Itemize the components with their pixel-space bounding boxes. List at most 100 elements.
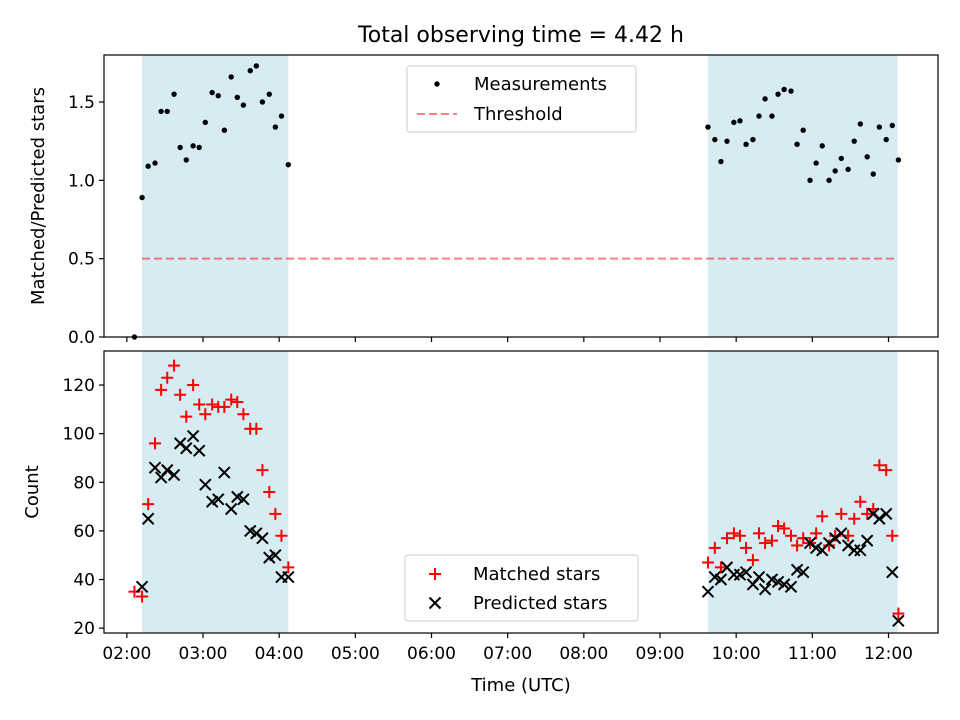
measurement-point [845, 166, 851, 173]
measurement-point [826, 177, 832, 184]
matched-star-point [180, 410, 193, 423]
top-y-ticks: 0.0 0.5 1.0 1.5 [68, 93, 104, 348]
legend-matched-glyph [429, 568, 441, 580]
matched-star-point [816, 510, 829, 523]
predicted-star-point [796, 566, 810, 579]
measurement-point [253, 63, 260, 69]
measurement-point [278, 113, 285, 119]
figure-title: Total observing time = 4.42 h [357, 23, 684, 48]
measurement-point [775, 91, 781, 97]
matched-star-points [128, 359, 905, 620]
measurement-point [215, 93, 221, 99]
bottom-legend: Matched stars Predicted stars [404, 554, 639, 622]
bottom-axes-frame [103, 350, 939, 634]
measurement-point [164, 108, 170, 115]
matched-star-point [193, 398, 206, 411]
measurement-point [807, 177, 813, 184]
x-tick-label: 07:00 [483, 644, 532, 664]
matched-star-point [263, 486, 276, 498]
measurement-point [247, 67, 253, 74]
matched-star-point [721, 532, 734, 545]
predicted-star-point [854, 544, 867, 557]
x-tick-label: 03:00 [179, 644, 228, 664]
matched-star-point [797, 532, 810, 545]
matched-star-point [772, 520, 785, 533]
predicted-star-point [777, 578, 791, 591]
predicted-star-point [282, 570, 295, 584]
matched-star-point [225, 393, 238, 406]
predicted-star-point [701, 585, 715, 598]
top-x-ticks [126, 337, 890, 342]
bottom-y-ticks: 20 40 60 80 100 120 [63, 376, 104, 639]
matched-star-point [218, 400, 231, 413]
x-tick-label: 10:00 [712, 644, 761, 664]
matched-star-point [256, 464, 269, 477]
matched-star-point [854, 495, 867, 508]
predicted-star-point [886, 566, 899, 579]
measurement-point [272, 124, 279, 130]
top-y-axis-label: Matched/Predicted stars [28, 87, 49, 305]
measurement-point [145, 163, 151, 169]
predicted-star-point [148, 461, 162, 474]
matched-star-point [765, 534, 778, 547]
predicted-star-point [212, 493, 225, 506]
predicted-star-point [161, 463, 174, 477]
x-tick-label: 04:00 [255, 644, 304, 664]
top-legend-box [406, 65, 637, 133]
measurement-point [870, 171, 876, 177]
matched-star-point [823, 539, 836, 552]
matched-star-point [886, 529, 899, 542]
measurement-point [152, 160, 158, 166]
bottom-panel: 20 40 60 80 100 120 02:00 03:00 04:00 05:00 06:00… [22, 350, 939, 696]
y-tick-label: 40 [73, 571, 95, 591]
legend-measurements-label: Measurements [474, 74, 607, 95]
legend-predicted-glyph [428, 596, 442, 610]
measurement-point [832, 168, 838, 174]
predicted-star-point [141, 512, 155, 525]
measurement-point [196, 144, 202, 151]
matched-star-point [708, 541, 721, 554]
matched-star-point [187, 379, 200, 392]
x-tick-label: 05:00 [331, 644, 380, 664]
predicted-star-point [892, 614, 905, 628]
matched-star-point [714, 561, 727, 574]
predicted-star-point [192, 444, 206, 457]
measurement-point [876, 124, 883, 130]
measurement-points [131, 63, 902, 340]
measurement-point [737, 118, 743, 124]
measurement-point [724, 138, 730, 144]
matched-star-point [810, 527, 823, 540]
predicted-star-point [880, 507, 893, 521]
bottom-y-axis-label: Count [22, 465, 43, 518]
matched-star-point [835, 507, 848, 520]
top-observing-window-1 [142, 55, 289, 337]
measurement-point [864, 154, 870, 160]
matched-star-point [848, 512, 861, 525]
matched-star-point [753, 527, 766, 540]
y-tick-label: 1.5 [68, 93, 95, 113]
y-tick-label: 1.0 [68, 171, 95, 191]
measurement-point [857, 121, 864, 127]
top-axes-frame [103, 54, 939, 338]
measurement-point [750, 136, 756, 143]
measurement-point [851, 138, 857, 144]
matched-star-point [701, 556, 714, 569]
predicted-star-point [739, 566, 753, 579]
predicted-star-point [218, 466, 231, 479]
matched-star-point [237, 408, 250, 421]
y-tick-label: 80 [73, 473, 95, 493]
matched-star-point [199, 408, 212, 421]
measurement-point [158, 108, 164, 115]
predicted-star-points [135, 429, 905, 628]
top-observing-window-2 [707, 55, 898, 337]
measurement-point [285, 161, 292, 168]
predicted-star-point [256, 531, 269, 545]
matched-star-point [275, 529, 288, 542]
measurement-point [190, 143, 196, 149]
measurement-point [171, 91, 177, 97]
bottom-observing-window-2 [707, 351, 898, 633]
matched-star-point [727, 527, 740, 540]
y-tick-label: 120 [63, 376, 95, 396]
matched-star-point [161, 371, 174, 384]
matched-star-point [149, 437, 162, 450]
